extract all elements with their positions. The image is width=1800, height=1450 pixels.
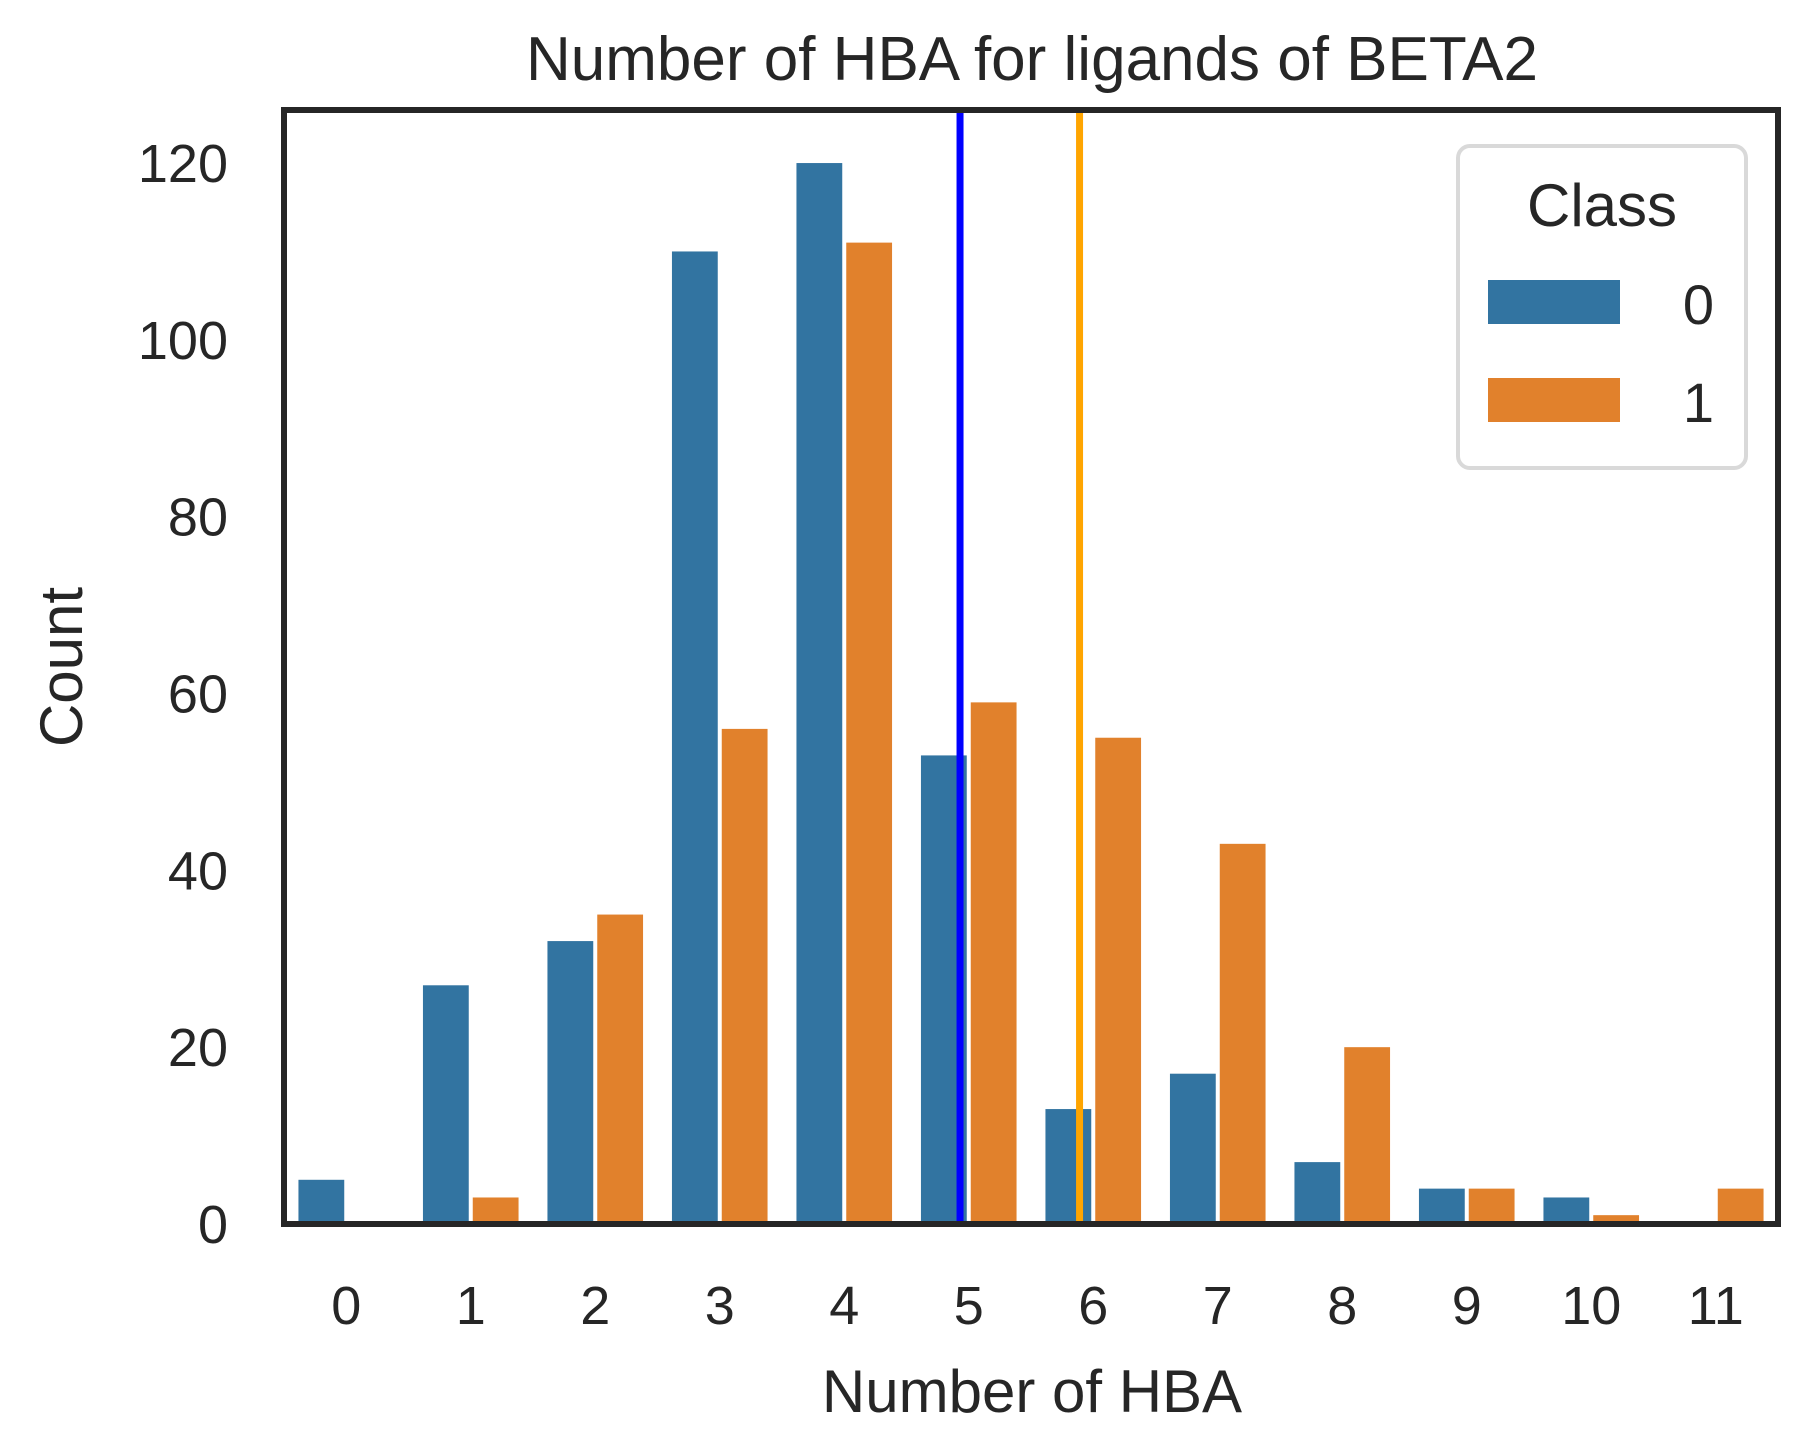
y-tick-label-100: 100 [138, 311, 228, 371]
legend-label-class-1: 1 [1683, 371, 1714, 434]
y-axis-label: Count [28, 587, 95, 747]
bar-class-0-hba-0 [298, 1179, 345, 1224]
x-ticks-layer: 0 1 2 3 4 5 6 7 8 9 10 11 [331, 1276, 1744, 1336]
x-tick-label-10: 10 [1561, 1276, 1621, 1336]
bar-class-0-hba-8 [1294, 1162, 1341, 1224]
bar-class-0-hba-7 [1169, 1073, 1216, 1224]
legend: Class 0 1 [1456, 144, 1748, 470]
bar-class-1-hba-11 [1717, 1188, 1764, 1224]
reference-lines-layer [956, 110, 1084, 1224]
bar-class-0-hba-9 [1418, 1188, 1465, 1224]
x-tick-label-8: 8 [1327, 1276, 1357, 1336]
bars-layer [298, 163, 1764, 1224]
bar-class-1-hba-10 [1593, 1215, 1640, 1224]
y-tick-label-20: 20 [168, 1018, 228, 1078]
legend-title: Class [1527, 172, 1677, 239]
bar-class-1-hba-8 [1344, 1047, 1391, 1224]
x-tick-label-4: 4 [829, 1276, 859, 1336]
y-tick-label-120: 120 [138, 134, 228, 194]
x-tick-label-11: 11 [1688, 1276, 1744, 1336]
legend-label-class-0: 0 [1683, 273, 1714, 336]
bar-class-0-hba-3 [671, 251, 718, 1224]
bar-class-0-hba-4 [796, 163, 843, 1224]
x-tick-label-3: 3 [705, 1276, 735, 1336]
legend-swatch-class-1 [1488, 378, 1620, 422]
bar-class-0-hba-2 [547, 941, 594, 1224]
y-ticks-layer: 0 20 40 60 80 100 120 [138, 134, 228, 1255]
y-tick-label-60: 60 [168, 665, 228, 725]
bar-class-0-hba-6 [1045, 1109, 1092, 1224]
bar-class-0-hba-10 [1543, 1197, 1590, 1224]
bar-class-1-hba-2 [597, 914, 644, 1224]
x-tick-label-9: 9 [1452, 1276, 1482, 1336]
y-tick-label-80: 80 [168, 488, 228, 548]
x-tick-label-1: 1 [456, 1276, 486, 1336]
bar-class-1-hba-5 [970, 702, 1017, 1224]
x-axis-label: Number of HBA [822, 1358, 1242, 1425]
x-tick-label-7: 7 [1203, 1276, 1233, 1336]
x-tick-label-5: 5 [954, 1276, 984, 1336]
y-tick-label-0: 0 [198, 1195, 228, 1255]
plot-frame [281, 107, 1781, 1227]
x-tick-label-2: 2 [580, 1276, 610, 1336]
bar-class-1-hba-6 [1095, 737, 1142, 1224]
bar-class-1-hba-9 [1468, 1188, 1515, 1224]
x-tick-label-6: 6 [1078, 1276, 1108, 1336]
x-tick-label-0: 0 [331, 1276, 361, 1336]
bar-class-1-hba-3 [721, 728, 768, 1224]
bar-class-0-hba-1 [422, 985, 469, 1224]
bar-class-1-hba-7 [1219, 843, 1266, 1224]
y-tick-label-40: 40 [168, 841, 228, 901]
bar-class-1-hba-4 [846, 242, 893, 1224]
bar-class-1-hba-1 [472, 1197, 519, 1224]
chart-title: Number of HBA for ligands of BETA2 [526, 25, 1538, 94]
legend-swatch-class-0 [1488, 280, 1620, 324]
